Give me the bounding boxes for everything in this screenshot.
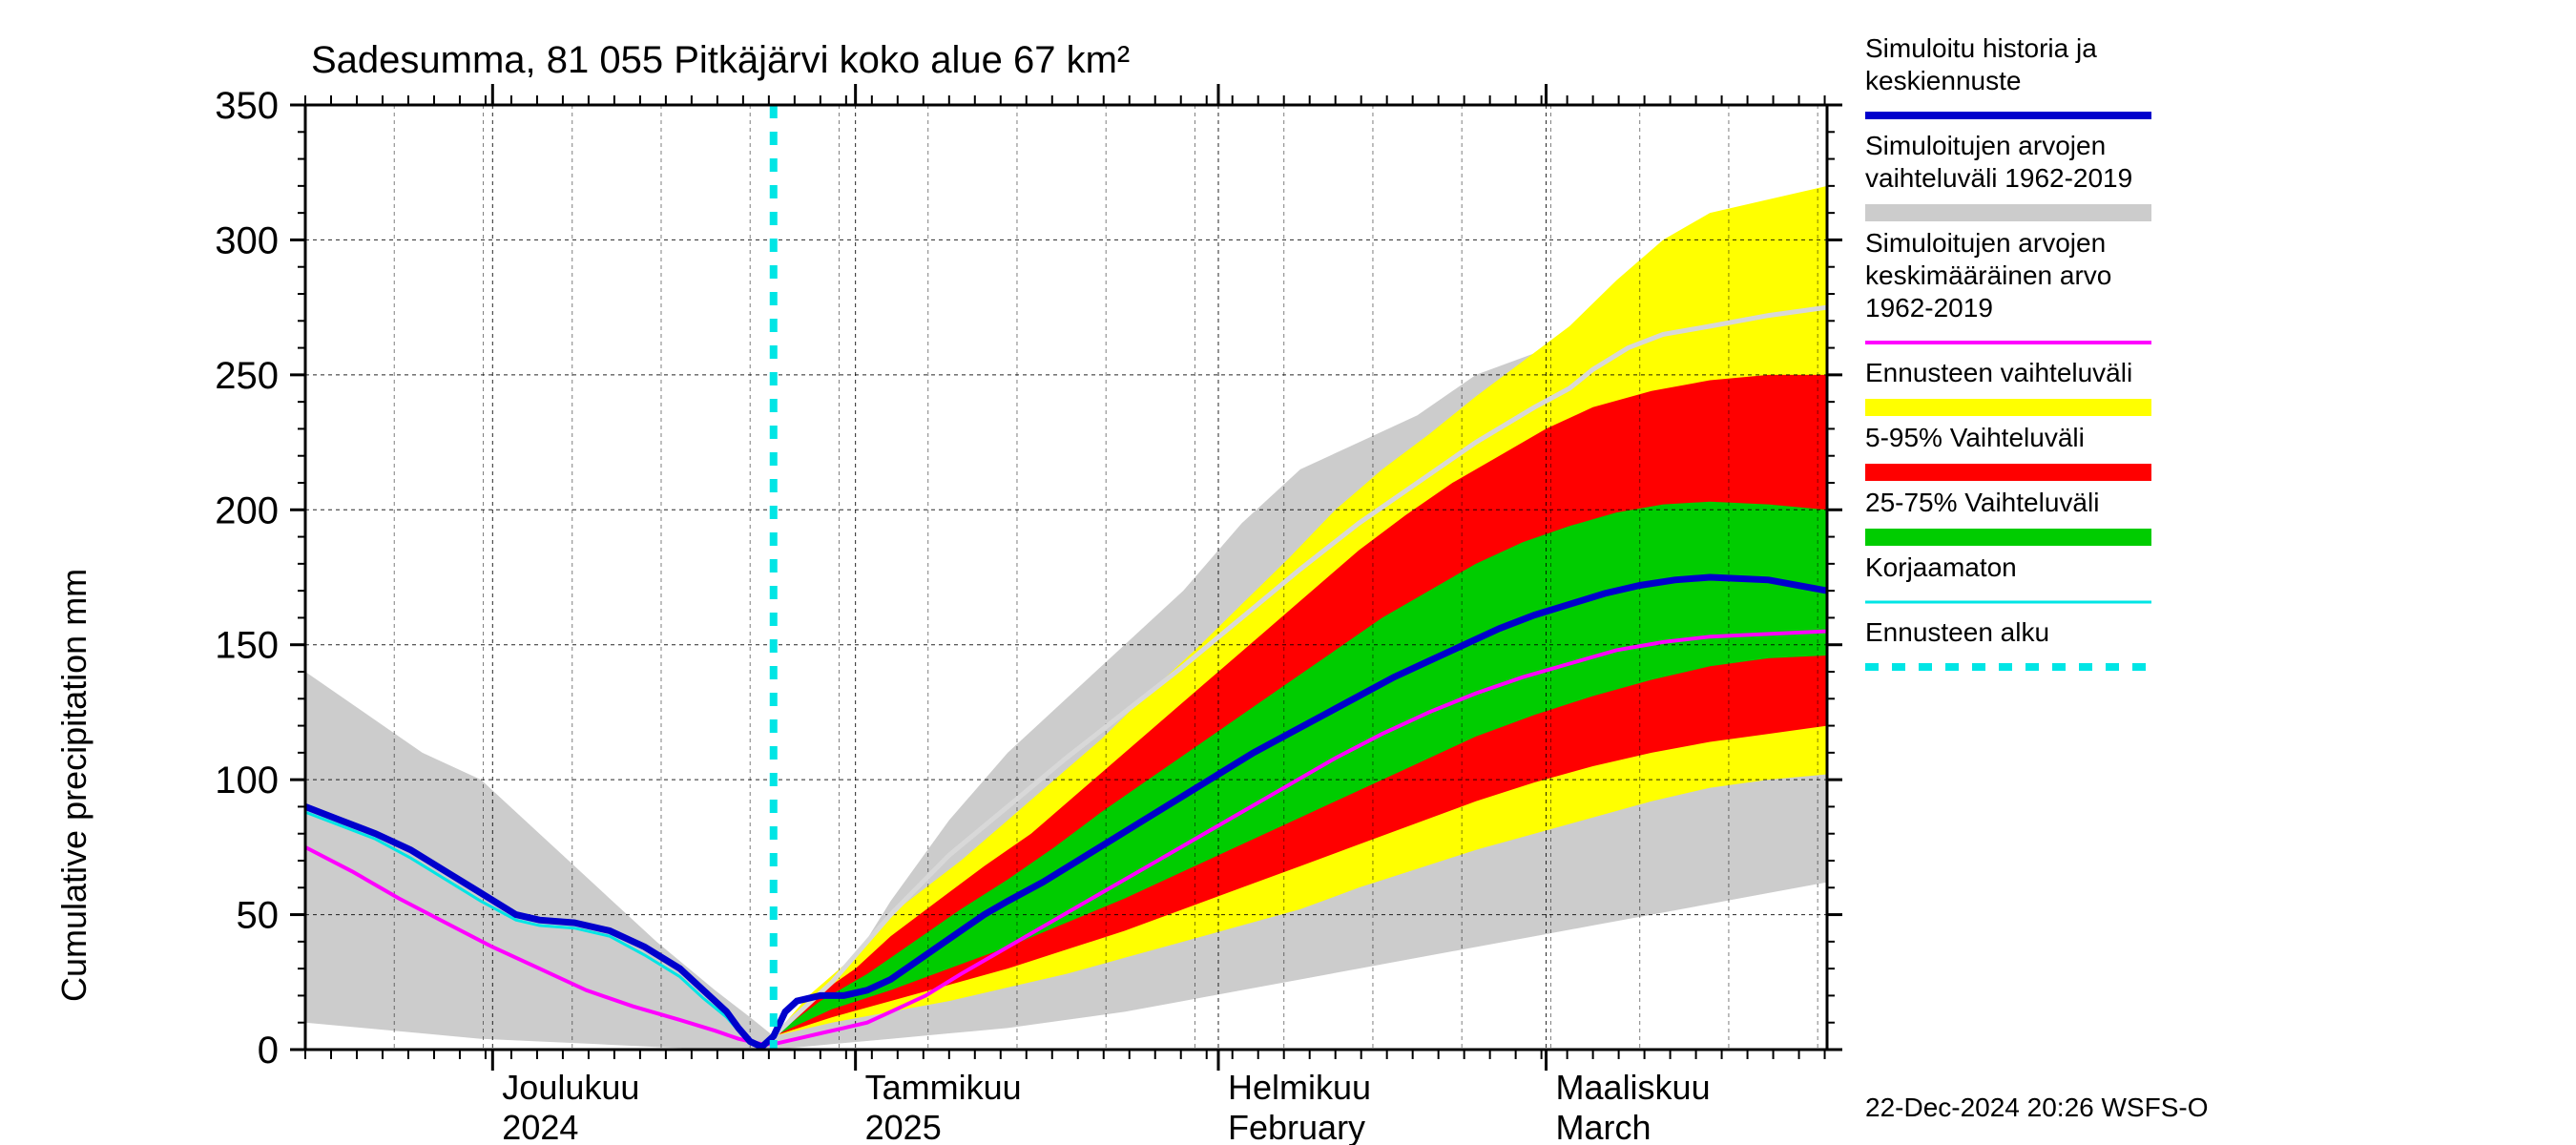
legend-swatch <box>1865 529 2151 546</box>
legend-label: Korjaamaton <box>1865 552 2017 582</box>
legend-label: vaihteluväli 1962-2019 <box>1865 163 2132 193</box>
precipitation-chart: 0 50 100 150 200 250 300 350 Joulukuu2024 Tammiku… <box>0 0 2576 1145</box>
ytick-label: 50 <box>237 895 280 937</box>
x-year-label: February <box>1228 1108 1365 1145</box>
ytick-label: 150 <box>215 625 279 667</box>
legend-label: Ennusteen vaihteluväli <box>1865 358 2132 387</box>
x-year-label: 2025 <box>865 1108 942 1145</box>
x-month-label: Maaliskuu <box>1556 1068 1711 1107</box>
ytick-label: 0 <box>258 1030 279 1072</box>
x-year-label: 2024 <box>502 1108 578 1145</box>
legend-label: Simuloitujen arvojen <box>1865 131 2106 160</box>
legend-swatch <box>1865 399 2151 416</box>
x-year-label: March <box>1556 1108 1652 1145</box>
ytick-label: 200 <box>215 489 279 531</box>
legend-label: 1962-2019 <box>1865 293 1993 323</box>
legend-label: Simuloitujen arvojen <box>1865 228 2106 258</box>
timestamp: 22-Dec-2024 20:26 WSFS-O <box>1865 1093 2209 1122</box>
ytick-label: 250 <box>215 355 279 397</box>
y-axis-label: Cumulative precipitation mm <box>54 569 93 1002</box>
chart-title: Sadesumma, 81 055 Pitkäjärvi koko alue 6… <box>311 39 1130 81</box>
ytick-label: 350 <box>215 85 279 127</box>
ytick-label: 300 <box>215 219 279 261</box>
x-month-label: Tammikuu <box>865 1068 1022 1107</box>
legend-label: keskiennuste <box>1865 66 2021 95</box>
legend-label: 5-95% Vaihteluväli <box>1865 423 2085 452</box>
legend-label: Simuloitu historia ja <box>1865 33 2097 63</box>
x-month-label: Joulukuu <box>502 1068 639 1107</box>
x-month-label: Helmikuu <box>1228 1068 1371 1107</box>
legend-swatch <box>1865 204 2151 221</box>
legend-label: Ennusteen alku <box>1865 617 2049 647</box>
ytick-label: 100 <box>215 760 279 802</box>
legend-label: keskimääräinen arvo <box>1865 260 2111 290</box>
legend-label: 25-75% Vaihteluväli <box>1865 488 2099 517</box>
legend-swatch <box>1865 464 2151 481</box>
